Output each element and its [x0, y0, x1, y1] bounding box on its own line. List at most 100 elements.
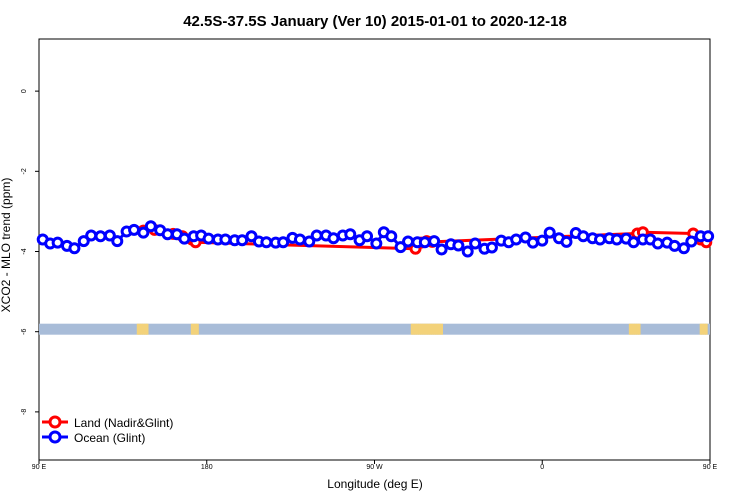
ocean-point-5	[77, 235, 90, 248]
ocean-point-42	[385, 230, 398, 243]
surface-strip-land-33	[699, 323, 703, 335]
surface-strip-land-30	[634, 323, 637, 335]
surface-strip-land-27	[628, 323, 632, 335]
y-tick-label-1: -2	[21, 168, 28, 174]
legend-ocean-marker	[48, 430, 62, 444]
ocean-point-32	[303, 235, 316, 248]
legend-land-marker	[48, 415, 62, 429]
surface-strip-land-26	[440, 323, 443, 335]
ocean-point-80	[702, 230, 715, 243]
surface-strip-land-4	[144, 323, 147, 335]
ocean-point-24	[236, 234, 249, 247]
ocean-point-46	[418, 236, 431, 249]
y-tick-label-0: 0	[21, 89, 28, 93]
ocean-point-63	[560, 235, 573, 248]
surface-strip-land-6	[190, 323, 194, 335]
x-axis: 90 E 180 90 W 0 90 E	[32, 460, 718, 471]
chart-title: 42.5S-37.5S January (Ver 10) 2015-01-01 …	[183, 13, 567, 30]
surface-strip-land-36	[705, 323, 708, 335]
y-tick-label-4: -8	[21, 409, 28, 415]
surface-strip-land-14	[418, 323, 421, 335]
x-tick-label-3: 0	[540, 464, 544, 471]
ocean-point-69	[610, 233, 623, 246]
ocean-point-67	[594, 233, 607, 246]
y-tick-label-3: -6	[21, 328, 28, 334]
x-axis-label: Longitude (deg E)	[327, 477, 422, 491]
ocean-point-74	[651, 237, 664, 250]
y-axis: 0 -2 -4 -6 -8	[21, 89, 39, 415]
legend: Land (Nadir&Glint) Ocean (Glint)	[42, 415, 173, 445]
surface-strip-land-24	[436, 323, 440, 335]
surface-strip-land-25	[438, 323, 442, 335]
surface-strip-land-28	[630, 323, 634, 335]
x-tick-label-0: 90 E	[32, 464, 47, 471]
ocean-point-37	[344, 228, 357, 241]
ocean-point-77	[677, 242, 690, 255]
plot-frame	[38, 38, 711, 461]
ocean-point-59	[526, 236, 539, 249]
surface-strip-land-32	[638, 323, 641, 335]
x-tick-label-1: 180	[201, 464, 213, 471]
legend-entry-ocean: Ocean (Glint)	[42, 430, 145, 445]
legend-ocean-label: Ocean (Glint)	[74, 431, 145, 445]
surface-strip-land-5	[146, 323, 149, 335]
x-tick-label-2: 90 W	[366, 464, 383, 471]
surface-strip-land-12	[414, 323, 417, 335]
y-axis-label: XCO2 - MLO trend (ppm)	[0, 178, 13, 313]
ocean-point-60	[536, 234, 549, 247]
surface-strip-land-2	[140, 323, 143, 335]
ocean-point-13	[144, 220, 157, 233]
ocean-point-8	[103, 229, 116, 242]
surface-strip-land-16	[421, 323, 425, 335]
ocean-point-17	[178, 232, 191, 245]
surface-strip-land-9	[196, 323, 199, 335]
surface-strip-land-17	[423, 323, 427, 335]
y-tick-label-2: -4	[21, 248, 28, 254]
ocean-point-44	[402, 235, 415, 248]
ocean-point-27	[260, 236, 273, 249]
surface-strip-land-8	[194, 323, 197, 335]
ocean-point-20	[202, 232, 215, 245]
ocean-point-39	[361, 230, 374, 243]
ocean-point-11	[128, 223, 141, 236]
surface-strip-land-11	[412, 323, 416, 335]
ocean-point-51	[461, 245, 474, 258]
ocean-point-4	[68, 242, 81, 255]
surface-strip-land-1	[138, 323, 142, 335]
ocean-point-43	[394, 241, 407, 254]
ocean-point-76	[668, 239, 681, 252]
surface-strip-land-21	[431, 323, 434, 335]
surface-type-strip	[39, 323, 710, 335]
ocean-point-78	[685, 235, 698, 248]
ocean-point-29	[277, 236, 290, 249]
ocean-point-57	[510, 233, 523, 246]
surface-strip-land-20	[429, 323, 432, 335]
ocean-point-31	[293, 233, 306, 246]
ocean-point-40	[370, 237, 383, 250]
ocean-point-61	[543, 226, 556, 239]
surface-strip-land-18	[425, 323, 429, 335]
ocean-point-71	[627, 236, 640, 249]
surface-strip-land-34	[701, 323, 704, 335]
surface-strip-land-29	[632, 323, 635, 335]
legend-entry-land: Land (Nadir&Glint)	[42, 415, 173, 430]
ocean-point-6	[85, 229, 98, 242]
surface-strip-land-35	[703, 323, 706, 335]
ocean-point-12	[137, 226, 150, 239]
surface-strip-land-7	[192, 323, 196, 335]
surface-strip-land-15	[420, 323, 423, 335]
ocean-point-52	[469, 237, 482, 250]
ocean-point-7	[94, 230, 107, 243]
ocean-point-50	[452, 239, 465, 252]
x-tick-label-4: 90 E	[703, 464, 718, 471]
surface-strip-land-22	[433, 323, 436, 335]
surface-strip-land-31	[636, 323, 639, 335]
series-ocean	[36, 220, 715, 258]
ocean-point-48	[435, 243, 448, 256]
ocean-point-22	[219, 233, 232, 246]
surface-strip-land-23	[435, 323, 438, 335]
surface-strip-land-19	[427, 323, 430, 335]
surface-strip-land-0	[136, 323, 140, 335]
surface-strip-ocean	[39, 323, 710, 335]
